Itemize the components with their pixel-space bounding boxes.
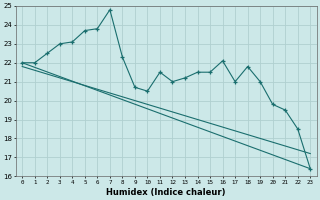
X-axis label: Humidex (Indice chaleur): Humidex (Indice chaleur) (107, 188, 226, 197)
